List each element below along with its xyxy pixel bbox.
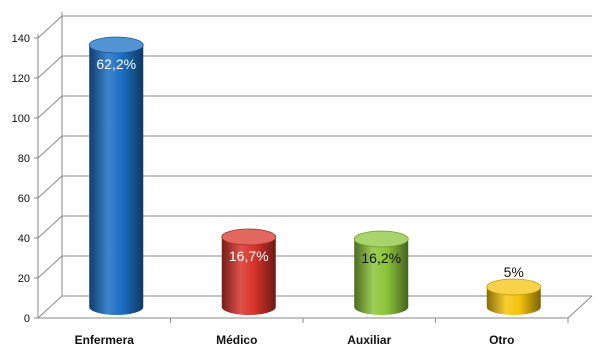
bar-body	[354, 239, 409, 315]
bar-body	[221, 237, 276, 315]
bar-medico	[221, 228, 277, 315]
bar-body	[89, 45, 144, 315]
data-label: 5%	[504, 264, 524, 280]
bar-top	[353, 230, 409, 248]
bar-auxiliar	[353, 230, 409, 315]
gridline	[37, 15, 592, 39]
y-tick-label: 40	[18, 233, 30, 245]
y-tick-label: 20	[18, 273, 30, 285]
data-label: 16,7%	[229, 248, 269, 264]
bar-enfermera	[88, 36, 144, 315]
data-label: 62,2%	[96, 56, 136, 72]
x-tick-label: Auxiliar	[347, 333, 391, 347]
x-tick-label: Otro	[489, 333, 514, 347]
x-tick-label: Enfermera	[75, 333, 135, 347]
y-tick-label: 140	[12, 33, 30, 45]
data-label: 16,2%	[361, 250, 401, 266]
bar-otro	[486, 278, 542, 315]
y-tick-label: 100	[12, 113, 30, 125]
bar-top	[486, 278, 542, 296]
bar-top	[221, 228, 277, 246]
x-tick-label: Médico	[216, 333, 257, 347]
bar-top	[88, 36, 144, 54]
y-tick-label: 80	[18, 153, 30, 165]
label-layer: 0 20 40 60 80 100 120 140 62,2% Enfermera 16,7% Méd…	[12, 33, 524, 347]
floor-edge	[567, 295, 593, 319]
axis-layer	[34, 12, 593, 323]
y-tick-label: 60	[18, 193, 30, 205]
bar-layer	[88, 36, 542, 315]
y-tick-label: 0	[24, 313, 30, 325]
y-tick-label: 120	[12, 73, 30, 85]
